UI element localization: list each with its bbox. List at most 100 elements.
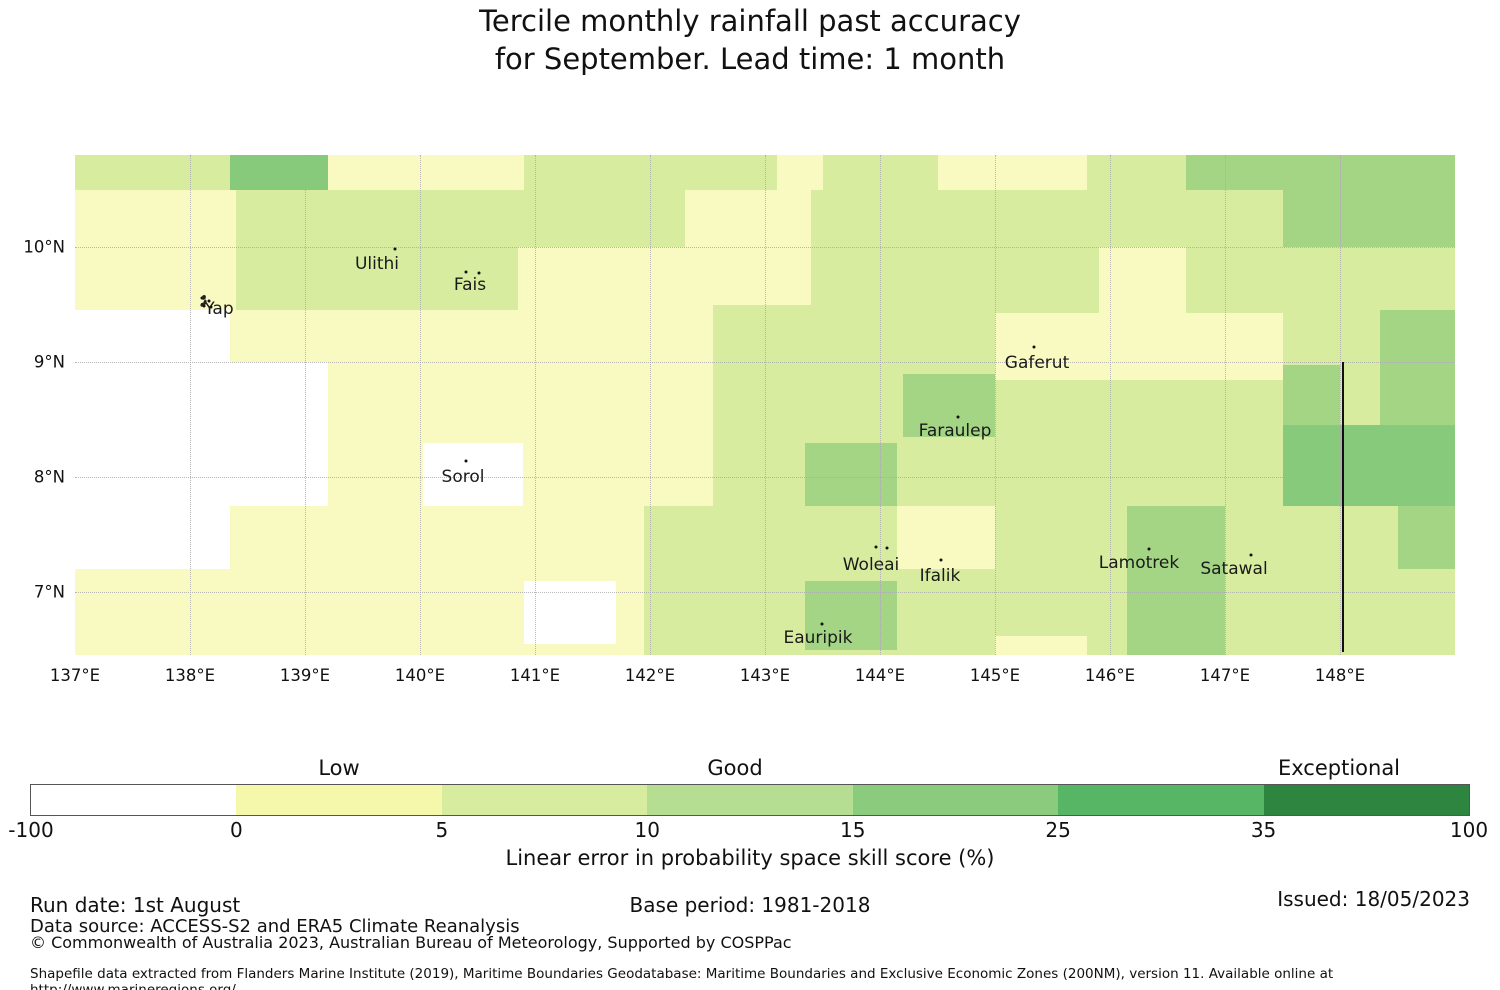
x-tick-label: 141°E	[509, 666, 561, 685]
data-source-text: Data source: ACCESS-S2 and ERA5 Climate …	[30, 916, 520, 937]
y-tick-label: 9°N	[33, 352, 65, 372]
heatmap-cell	[805, 442, 898, 506]
island-marker-dot	[393, 247, 397, 251]
colorbar-tick-label: 15	[839, 818, 866, 842]
colorbar-segment	[1263, 785, 1470, 815]
meridian-gridline	[420, 155, 421, 655]
colorbar-segment	[31, 785, 237, 815]
colorbar-tick-label: 5	[435, 818, 449, 842]
island-label-ulithi: Ulithi	[354, 254, 400, 274]
island-marker-dot	[956, 415, 960, 419]
meridian-gridline	[1110, 155, 1111, 655]
y-tick-label: 10°N	[23, 237, 65, 257]
colorbar-tick-label: -100	[8, 818, 54, 842]
heatmap-cell	[1127, 505, 1225, 655]
meridian-gridline	[305, 155, 306, 655]
colorbar	[30, 784, 1470, 816]
island-label-lamotrek: Lamotrek	[1098, 553, 1180, 573]
heatmap-cell	[423, 442, 524, 506]
footer-row: Run date: 1st August Base period: 1981-2…	[0, 887, 1500, 917]
heatmap-cell	[1087, 155, 1186, 190]
colorbar-tick-label: 100	[1449, 818, 1489, 842]
colorbar-segment	[852, 785, 1059, 815]
island-marker-dot	[820, 622, 824, 626]
heatmap-cell	[1098, 247, 1186, 313]
y-tick-label: 7°N	[33, 582, 65, 602]
colorbar-section-label-good: Good	[707, 756, 763, 780]
x-tick-label: 145°E	[969, 666, 1021, 685]
heatmap-cell	[1397, 505, 1455, 569]
island-label-fais: Fais	[453, 275, 487, 295]
x-tick-label: 143°E	[739, 666, 791, 685]
island-marker-dot	[207, 299, 211, 303]
shapefile-attribution-text: Shapefile data extracted from Flanders M…	[30, 966, 1334, 990]
x-tick-label: 146°E	[1084, 666, 1136, 685]
island-marker-dot	[1249, 553, 1253, 557]
chart-title: Tercile monthly rainfall past accuracy f…	[0, 2, 1500, 78]
copyright-text: © Commonwealth of Australia 2023, Austra…	[30, 933, 792, 952]
x-tick-label: 137°E	[49, 666, 101, 685]
meridian-gridline	[1340, 155, 1341, 655]
x-tick-label: 142°E	[624, 666, 676, 685]
island-marker-dot	[464, 270, 468, 274]
island-marker-dot	[209, 305, 213, 309]
colorbar-segment	[647, 785, 854, 815]
heatmap-cell	[903, 373, 995, 437]
island-label-satawal: Satawal	[1200, 559, 1268, 579]
base-period-text: Base period: 1981-2018	[629, 893, 871, 917]
island-marker-dot	[477, 271, 481, 275]
colorbar-section-label-exceptional: Exceptional	[1277, 756, 1401, 780]
run-date-text: Run date: 1st August	[30, 893, 241, 917]
heatmap-cell	[230, 155, 328, 190]
heatmap-cell	[644, 505, 714, 655]
x-tick-label: 144°E	[854, 666, 906, 685]
x-tick-label: 139°E	[279, 666, 331, 685]
eez-boundary-line	[1342, 362, 1345, 652]
parallel-gridline	[75, 592, 1455, 593]
parallel-gridline	[75, 247, 1455, 248]
colorbar-segment	[236, 785, 443, 815]
island-label-eauripik: Eauripik	[783, 628, 853, 648]
heatmap-cell	[75, 155, 231, 190]
issued-date-text: Issued: 18/05/2023	[1277, 887, 1470, 911]
heatmap-cell	[995, 635, 1087, 655]
colorbar-tick-label: 10	[634, 818, 661, 842]
heatmap-cell	[1282, 425, 1455, 506]
colorbar-segment	[441, 785, 648, 815]
meridian-gridline	[1225, 155, 1226, 655]
island-label-faraulep: Faraulep	[918, 421, 992, 441]
island-label-gaferut: Gaferut	[1004, 353, 1070, 373]
island-label-woleai: Woleai	[842, 555, 900, 575]
colorbar-segment	[1058, 785, 1265, 815]
heatmap-cell	[1185, 155, 1455, 190]
island-marker-dot	[1147, 547, 1151, 551]
x-tick-label: 140°E	[394, 666, 446, 685]
island-marker-dot	[885, 546, 889, 550]
parallel-gridline	[75, 362, 1455, 363]
island-marker-dot	[202, 304, 206, 308]
colorbar-tick-label: 25	[1045, 818, 1071, 842]
heatmap-cell	[1282, 189, 1455, 247]
heatmap-cell	[230, 362, 328, 506]
island-label-yap: Yap	[204, 299, 234, 319]
meridian-gridline	[650, 155, 651, 655]
colorbar-tick-label: 0	[230, 818, 243, 842]
heatmap-cell	[236, 189, 518, 311]
heatmap-cell	[897, 505, 995, 569]
x-tick-label: 147°E	[1199, 666, 1251, 685]
heatmap-cell	[1380, 310, 1455, 426]
meridian-gridline	[995, 155, 996, 655]
heatmap-cell	[1282, 365, 1340, 426]
parallel-gridline	[75, 477, 1455, 478]
island-marker-dot	[464, 459, 468, 463]
y-tick-label: 8°N	[33, 467, 65, 487]
chart-title-line1: Tercile monthly rainfall past accuracy	[479, 4, 1021, 38]
heatmap-cell	[995, 312, 1283, 381]
meridian-gridline	[190, 155, 191, 655]
colorbar-tick-label: 35	[1250, 818, 1277, 842]
meridian-gridline	[765, 155, 766, 655]
island-label-sorol: Sorol	[441, 467, 485, 487]
colorbar-section-label-low: Low	[318, 756, 360, 780]
map-plot-area: Yap Ulithi Fais Sorol Gaferut Faraulep Woleai I…	[75, 155, 1455, 655]
